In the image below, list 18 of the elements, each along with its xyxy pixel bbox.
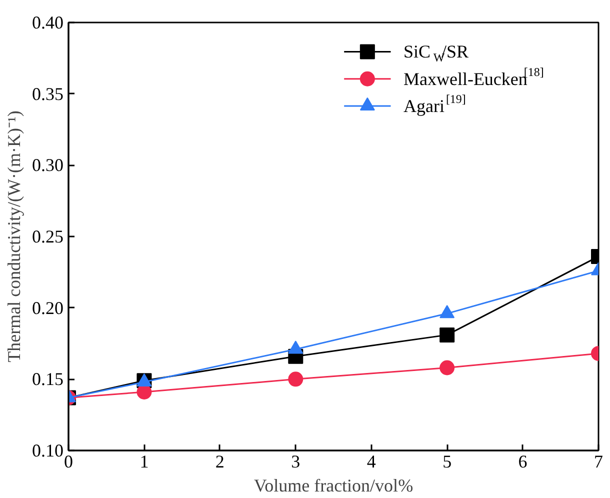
x-tick-label: 6: [518, 452, 528, 472]
x-tick-label: 7: [594, 452, 603, 472]
y-tick-label: 0.30: [32, 155, 64, 176]
point: [288, 372, 304, 387]
y-tick-label: 0.35: [32, 84, 64, 104]
y-tick-label: 0.25: [32, 226, 64, 246]
y-axis-title: Thermal conductivity/(W·(m·K)⁻¹): [4, 110, 24, 362]
y-tick-label: 0.40: [32, 12, 64, 32]
y-tick-label: 0.15: [32, 369, 64, 390]
x-tick-label: 5: [442, 452, 452, 472]
x-axis-title: Volume fraction/vol%: [254, 476, 414, 496]
x-tick-label: 4: [366, 452, 376, 472]
x-tick-label: 0: [64, 452, 73, 472]
x-tick-label: 2: [215, 452, 224, 472]
x-tick-label: 3: [291, 452, 300, 472]
x-tick-label: 1: [140, 452, 149, 472]
y-tick-label: 0.10: [32, 440, 64, 460]
y-tick-label: 0.20: [32, 298, 64, 318]
